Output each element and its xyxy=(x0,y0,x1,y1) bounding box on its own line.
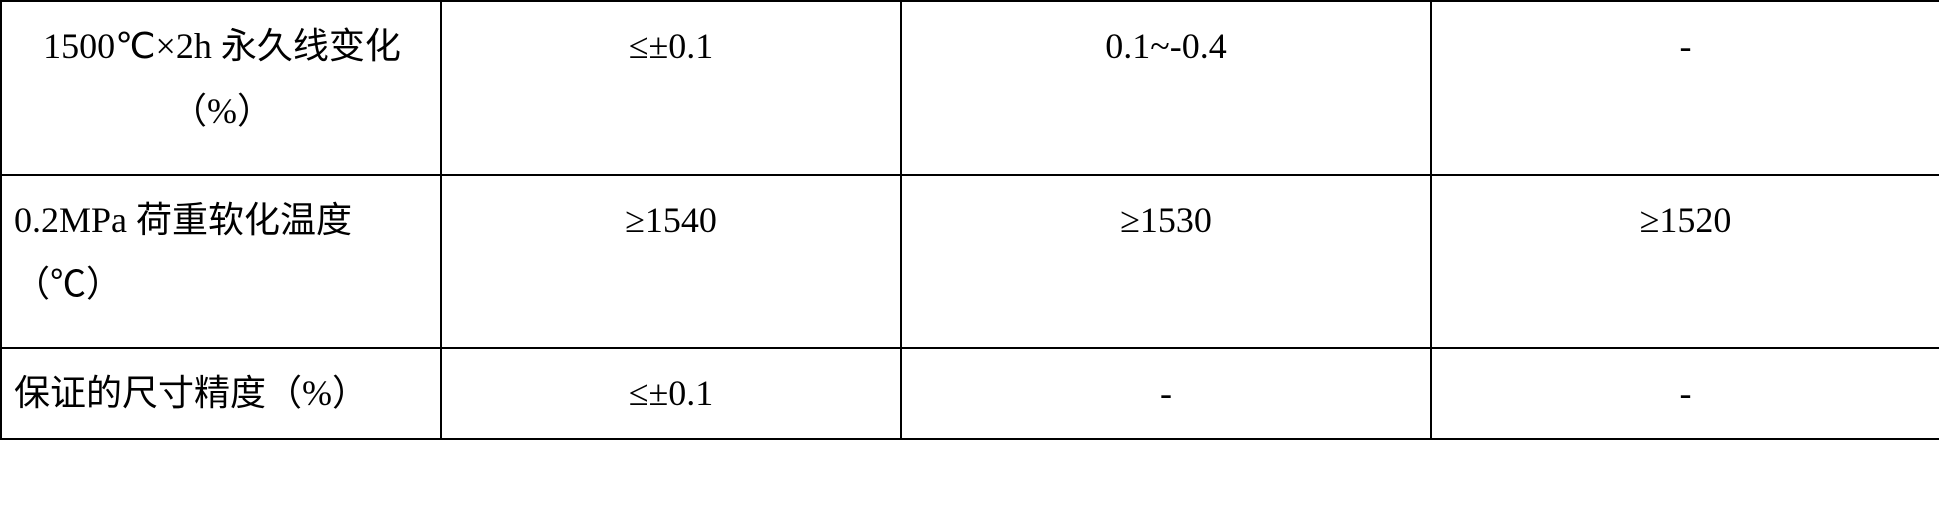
row-value: ≥1520 xyxy=(1431,175,1939,349)
row-value: - xyxy=(1431,348,1939,439)
table-row: 0.2MPa 荷重软化温度（℃） ≥1540 ≥1530 ≥1520 xyxy=(1,175,1939,349)
row-value: 0.1~-0.4 xyxy=(901,1,1431,175)
row-value: - xyxy=(1431,1,1939,175)
specification-table-container: 1500℃×2h 永久线变化（%） ≤±0.1 0.1~-0.4 - 0.2MP… xyxy=(0,0,1939,440)
table-row: 保证的尺寸精度（%） ≤±0.1 - - xyxy=(1,348,1939,439)
row-label: 1500℃×2h 永久线变化（%） xyxy=(1,1,441,175)
row-label: 0.2MPa 荷重软化温度（℃） xyxy=(1,175,441,349)
row-value: - xyxy=(901,348,1431,439)
table-row: 1500℃×2h 永久线变化（%） ≤±0.1 0.1~-0.4 - xyxy=(1,1,1939,175)
row-value: ≥1530 xyxy=(901,175,1431,349)
row-value: ≥1540 xyxy=(441,175,901,349)
specification-table: 1500℃×2h 永久线变化（%） ≤±0.1 0.1~-0.4 - 0.2MP… xyxy=(0,0,1939,440)
row-label: 保证的尺寸精度（%） xyxy=(1,348,441,439)
row-value: ≤±0.1 xyxy=(441,1,901,175)
row-value: ≤±0.1 xyxy=(441,348,901,439)
